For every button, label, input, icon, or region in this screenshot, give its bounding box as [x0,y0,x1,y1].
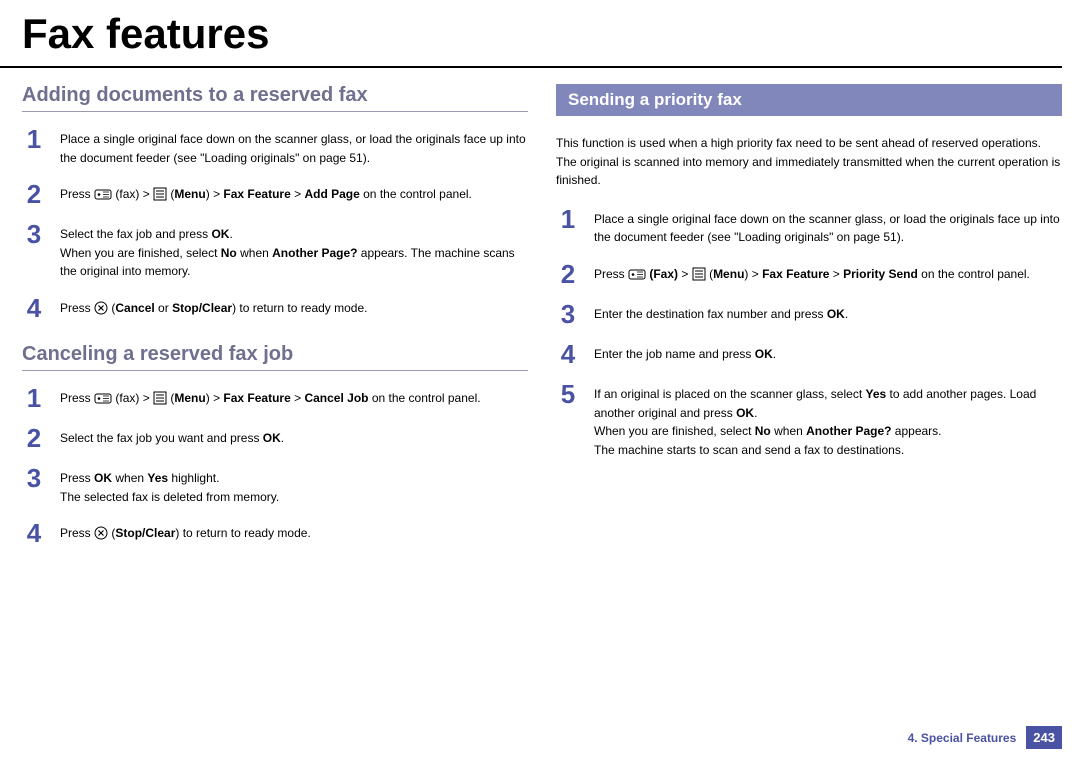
step-text: Place a single original face down on the… [594,206,1062,247]
right-column: Sending a priority fax This function is … [556,84,1062,560]
menu-icon [153,391,167,405]
cancel-step-1: 1 Press (fax) > (Menu) > Fax Feature > C… [22,385,528,411]
step-number: 3 [22,221,46,247]
adding-step-4: 4 Press (Cancel or Stop/Clear) to return… [22,295,528,321]
priority-step-1: 1 Place a single original face down on t… [556,206,1062,247]
heading-canceling-job: Canceling a reserved fax job [22,343,528,371]
priority-step-4: 4 Enter the job name and press OK. [556,341,1062,367]
priority-step-2: 2 Press (Fax) > (Menu) > Fax Feature > P… [556,261,1062,287]
priority-step-5: 5 If an original is placed on the scanne… [556,381,1062,459]
step-number: 4 [22,295,46,321]
step-text: Select the fax job you want and press OK… [60,425,284,448]
fax-icon [628,267,646,281]
heading-priority-fax: Sending a priority fax [556,84,1062,116]
cancel-step-4: 4 Press (Stop/Clear) to return to ready … [22,520,528,546]
step-text: Press (Cancel or Stop/Clear) to return t… [60,295,367,318]
step-number: 2 [556,261,580,287]
step-number: 2 [22,181,46,207]
two-column-layout: Adding documents to a reserved fax 1 Pla… [0,84,1080,560]
step-number: 3 [22,465,46,491]
page-footer: 4. Special Features 243 [908,726,1062,749]
step-number: 4 [22,520,46,546]
priority-intro: This function is used when a high priori… [556,134,1062,190]
page-title: Fax features [0,0,1062,68]
stop-icon [94,301,108,315]
adding-step-2: 2 Press (fax) > (Menu) > Fax Feature > A… [22,181,528,207]
step-number: 3 [556,301,580,327]
adding-step-1: 1 Place a single original face down on t… [22,126,528,167]
adding-step-3: 3 Select the fax job and press OK. When … [22,221,528,281]
step-text: Press (Fax) > (Menu) > Fax Feature > Pri… [594,261,1030,284]
footer-page-number: 243 [1026,726,1062,749]
step-text: Place a single original face down on the… [60,126,528,167]
step-number: 5 [556,381,580,407]
fax-icon [94,187,112,201]
priority-step-3: 3 Enter the destination fax number and p… [556,301,1062,327]
step-text: Press (fax) > (Menu) > Fax Feature > Add… [60,181,472,204]
footer-chapter: 4. Special Features [908,731,1017,745]
menu-icon [153,187,167,201]
cancel-step-3: 3 Press OK when Yes highlight. The selec… [22,465,528,506]
step-text: Press OK when Yes highlight. The selecte… [60,465,279,506]
step-number: 4 [556,341,580,367]
cancel-step-2: 2 Select the fax job you want and press … [22,425,528,451]
left-column: Adding documents to a reserved fax 1 Pla… [22,84,528,560]
step-text: Press (fax) > (Menu) > Fax Feature > Can… [60,385,481,408]
heading-adding-documents: Adding documents to a reserved fax [22,84,528,112]
step-number: 1 [556,206,580,232]
step-text: Enter the destination fax number and pre… [594,301,848,324]
step-text: If an original is placed on the scanner … [594,381,1062,459]
step-text: Select the fax job and press OK. When yo… [60,221,528,281]
stop-icon [94,526,108,540]
menu-icon [692,267,706,281]
step-number: 2 [22,425,46,451]
step-text: Enter the job name and press OK. [594,341,776,364]
step-number: 1 [22,385,46,411]
step-number: 1 [22,126,46,152]
step-text: Press (Stop/Clear) to return to ready mo… [60,520,311,543]
fax-icon [94,391,112,405]
